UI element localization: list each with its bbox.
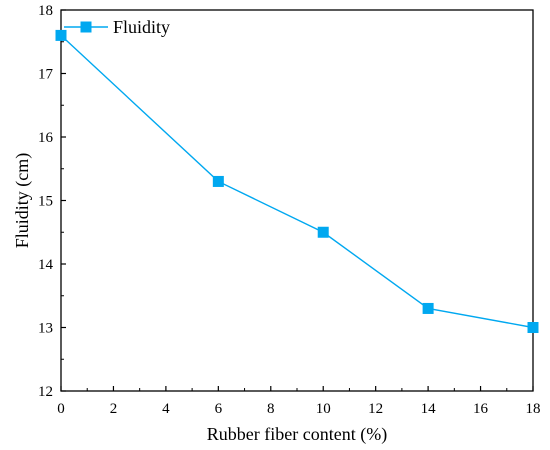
y-tick-label: 16: [38, 130, 54, 146]
plot-border: [60, 9, 534, 392]
x-tick-label: 8: [267, 401, 275, 417]
x-tick-label: 0: [57, 401, 65, 417]
x-tick-label: 2: [110, 401, 118, 417]
x-tick-label: 4: [162, 401, 170, 417]
series-layer: [55, 29, 539, 333]
data-point: [422, 302, 434, 314]
x-tick-label: 6: [215, 401, 223, 417]
plot-frame: [60, 9, 534, 392]
data-point: [317, 226, 329, 238]
legend: Fluidity: [64, 17, 170, 37]
x-tick-label: 16: [473, 401, 489, 417]
y-axis-title: Fluidity (cm): [12, 153, 33, 249]
data-point: [527, 322, 539, 333]
x-tick-label: 18: [526, 401, 541, 417]
y-tick-label: 13: [38, 321, 53, 337]
data-point: [212, 175, 224, 187]
y-tick-label: 17: [38, 67, 54, 83]
x-axis: 0 2 4 6 8 10 12 14 16 18: [57, 386, 541, 417]
y-axis: 12 13 14 15 16 17 18: [38, 3, 66, 400]
series-line: [60, 34, 534, 329]
y-tick-label: 15: [38, 194, 53, 210]
x-tick-label: 10: [316, 401, 331, 417]
x-axis-title: Rubber fiber content (%): [207, 424, 387, 445]
legend-marker-swatch: [80, 21, 92, 33]
x-tick-label: 12: [368, 401, 383, 417]
y-tick-label: 14: [38, 257, 54, 273]
data-point: [55, 29, 67, 41]
legend-label: Fluidity: [113, 17, 170, 37]
x-tick-label: 14: [421, 401, 437, 417]
y-tick-label: 18: [38, 3, 53, 19]
y-tick-label: 12: [38, 384, 53, 400]
